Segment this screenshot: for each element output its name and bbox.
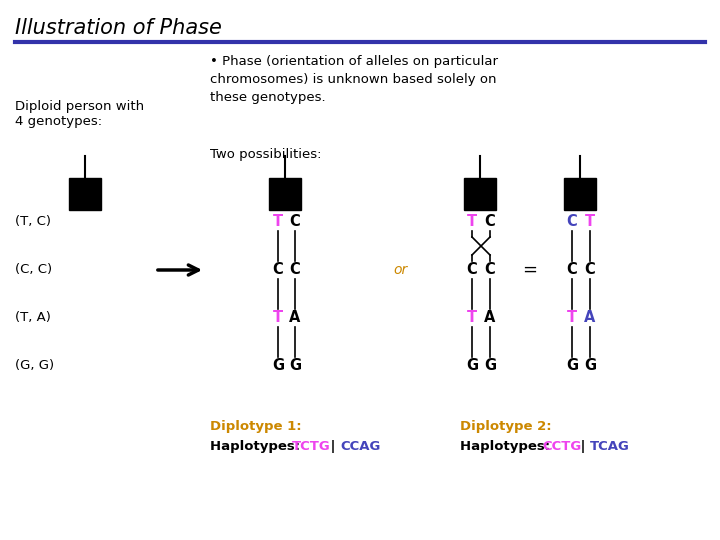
Text: T: T: [273, 214, 283, 230]
Text: C: C: [289, 214, 300, 230]
Text: TCTG: TCTG: [292, 440, 330, 453]
Text: G: G: [272, 359, 284, 374]
Text: C: C: [289, 262, 300, 278]
Bar: [464, 178, 496, 210]
Text: or: or: [393, 263, 407, 277]
Bar: [564, 178, 596, 210]
Text: Illustration of Phase: Illustration of Phase: [15, 18, 222, 38]
Text: G: G: [289, 359, 301, 374]
Text: C: C: [485, 262, 495, 278]
Text: A: A: [485, 310, 495, 326]
Text: G: G: [566, 359, 578, 374]
Bar: [69, 178, 101, 210]
Text: Diplotype 2:: Diplotype 2:: [460, 420, 552, 433]
Text: Haplotypes:: Haplotypes:: [460, 440, 554, 453]
Text: A: A: [585, 310, 595, 326]
Text: A: A: [289, 310, 301, 326]
Text: T: T: [585, 214, 595, 230]
Text: C: C: [567, 214, 577, 230]
Text: T: T: [273, 310, 283, 326]
Text: |: |: [576, 440, 590, 453]
Text: Diploid person with
4 genotypes:: Diploid person with 4 genotypes:: [15, 100, 144, 128]
Text: (G, G): (G, G): [15, 360, 54, 373]
Text: (C, C): (C, C): [15, 264, 52, 276]
Text: (T, C): (T, C): [15, 215, 51, 228]
Text: CCAG: CCAG: [340, 440, 380, 453]
Text: |: |: [326, 440, 340, 453]
Text: T: T: [567, 310, 577, 326]
Text: (T, A): (T, A): [15, 312, 51, 325]
Text: TCAG: TCAG: [590, 440, 630, 453]
Text: C: C: [485, 214, 495, 230]
Text: C: C: [585, 262, 595, 278]
Text: Diplotype 1:: Diplotype 1:: [210, 420, 302, 433]
Text: C: C: [467, 262, 477, 278]
Text: C: C: [567, 262, 577, 278]
Text: Haplotypes:: Haplotypes:: [210, 440, 305, 453]
Text: G: G: [584, 359, 596, 374]
Text: • Phase (orientation of alleles on particular
chromosomes) is unknown based sole: • Phase (orientation of alleles on parti…: [210, 55, 498, 104]
Bar: [269, 178, 301, 210]
Text: Two possibilities:: Two possibilities:: [210, 148, 322, 161]
Text: CCTG: CCTG: [542, 440, 581, 453]
Text: =: =: [523, 261, 538, 279]
Text: T: T: [467, 310, 477, 326]
Text: C: C: [273, 262, 284, 278]
Text: G: G: [484, 359, 496, 374]
Text: G: G: [466, 359, 478, 374]
Text: T: T: [467, 214, 477, 230]
